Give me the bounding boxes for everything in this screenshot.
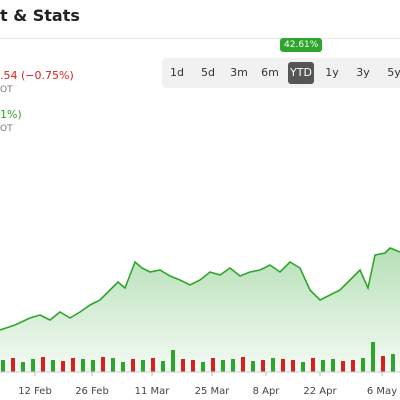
x-tick-label: 8 Apr (253, 386, 281, 397)
volume-bar (181, 359, 185, 372)
volume-bar (71, 358, 75, 372)
volume-bar (91, 360, 95, 372)
volume-bar (111, 358, 115, 372)
volume-bar (241, 357, 245, 372)
return-badge: 42.61% (280, 38, 323, 52)
volume-bar (171, 350, 175, 372)
range-button[interactable]: 1d (170, 66, 184, 79)
volume-bar (301, 362, 305, 372)
x-tick-label: 25 Mar (195, 386, 231, 397)
volume-bar (311, 358, 315, 372)
range-button[interactable]: 3m (230, 66, 248, 79)
volume-bar (221, 360, 225, 372)
separator (0, 38, 400, 39)
volume-bar (1, 360, 5, 372)
volume-bar (21, 362, 25, 372)
volume-bar (11, 358, 15, 372)
range-selector: 1d 5d 3m 6m YTD 1y 3y 5y (162, 58, 400, 88)
volume-bar (251, 361, 255, 372)
x-tick-label: 6 May (367, 386, 397, 397)
price-change: .54 (−0.75%) (0, 69, 74, 82)
volume-bar (161, 361, 165, 372)
volume-bar (141, 360, 145, 372)
volume-bar (261, 360, 265, 372)
range-button[interactable]: 5y (387, 66, 400, 79)
range-button[interactable]: YTD (288, 62, 314, 84)
x-tick-label: 26 Feb (75, 386, 109, 397)
volume-bar (61, 361, 65, 372)
volume-bar (211, 358, 215, 372)
volume-bar (231, 359, 235, 372)
range-button[interactable]: 6m (261, 66, 279, 79)
volume-bar (361, 358, 365, 372)
volume-bar (351, 360, 355, 372)
volume-bar (101, 357, 105, 372)
volume-bar (321, 360, 325, 372)
x-tick-label: 12 Feb (18, 386, 52, 397)
volume-bar (121, 362, 125, 372)
volume-bar (131, 359, 135, 372)
volume-bar (341, 361, 345, 372)
volume-bar (41, 357, 45, 372)
volume-bar (191, 360, 195, 372)
volume-bar (381, 356, 385, 372)
volume-bar (291, 360, 295, 372)
volume-bar (391, 354, 395, 372)
volume-bar (371, 342, 375, 372)
x-tick-label: 11 Mar (135, 386, 171, 397)
price-change: 1%) (0, 108, 22, 121)
volume-bar (31, 359, 35, 372)
volume-bar (331, 359, 335, 372)
area-fill (0, 248, 400, 372)
price-note: OT (0, 85, 13, 95)
volume-bar (201, 362, 205, 372)
volume-bar (151, 358, 155, 372)
range-button[interactable]: 5d (201, 66, 215, 79)
range-button[interactable]: 1y (325, 66, 339, 79)
title: t & Stats (0, 6, 80, 25)
volume-bar (271, 358, 275, 372)
x-tick-label: 22 Apr (303, 386, 337, 397)
price-line (0, 247, 400, 331)
volume-bar (51, 360, 55, 372)
volume-bar (81, 359, 85, 372)
price-note: OT (0, 124, 13, 134)
range-button[interactable]: 3y (356, 66, 370, 79)
volume-bar (281, 359, 285, 372)
